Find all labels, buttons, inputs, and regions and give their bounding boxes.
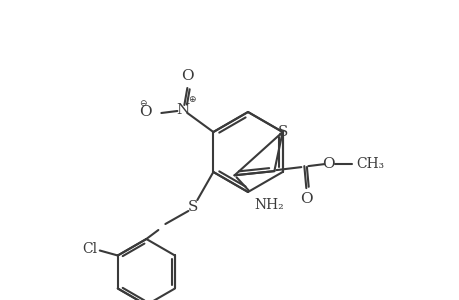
Text: O: O bbox=[321, 157, 334, 171]
Text: CH₃: CH₃ bbox=[356, 157, 384, 171]
Text: N: N bbox=[176, 103, 190, 117]
Text: O: O bbox=[299, 192, 312, 206]
Text: NH₂: NH₂ bbox=[254, 198, 284, 212]
Text: O: O bbox=[181, 69, 193, 83]
Text: O: O bbox=[139, 105, 151, 119]
Text: S: S bbox=[277, 125, 287, 139]
Text: ⊕: ⊕ bbox=[188, 95, 196, 104]
Text: Cl: Cl bbox=[83, 242, 98, 256]
Text: S: S bbox=[188, 200, 198, 214]
Text: ⊖: ⊖ bbox=[139, 99, 146, 108]
